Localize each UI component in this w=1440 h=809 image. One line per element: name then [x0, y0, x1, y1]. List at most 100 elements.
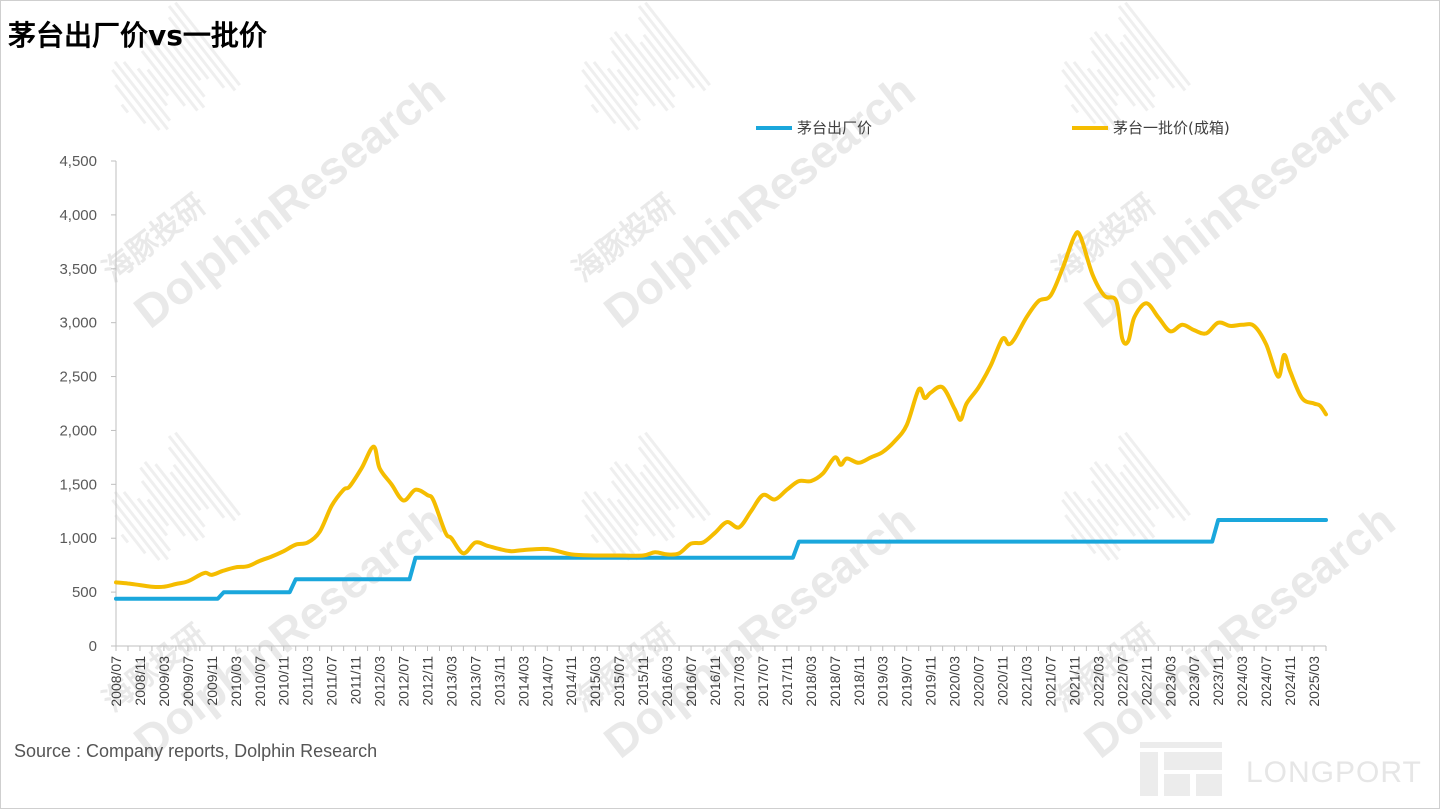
x-tick-label: 2022/11 — [1138, 656, 1154, 706]
watermark-bar — [1117, 446, 1176, 519]
watermark-bar — [637, 16, 696, 89]
watermark-bar — [583, 60, 639, 131]
watermark-bar — [1117, 435, 1187, 522]
watermark-bar — [167, 446, 226, 519]
y-tick-label: 4,500 — [59, 153, 97, 170]
watermark-bar — [1096, 498, 1120, 527]
watermark-bar — [581, 68, 631, 131]
legend-label-1: 茅台出厂价 — [797, 119, 872, 137]
watermark-bar — [644, 1, 711, 87]
watermark-bar — [122, 61, 172, 122]
watermark-bar — [140, 50, 187, 107]
watermark-bar — [1122, 33, 1160, 80]
series-layer — [114, 230, 1328, 601]
x-tick-label: 2012/11 — [419, 656, 435, 706]
y-tick-label: 1,500 — [59, 476, 97, 493]
x-tick-label: 2022/07 — [1114, 656, 1130, 707]
watermark-bar — [1061, 68, 1111, 131]
x-tick-label: 2015/07 — [611, 656, 627, 707]
watermark-bar — [610, 50, 657, 107]
watermark-bar — [581, 498, 631, 561]
x-tick-label: 2012/03 — [372, 656, 388, 707]
watermark-bar — [583, 490, 639, 561]
watermark-bar — [616, 498, 640, 527]
watermark-bar — [644, 431, 711, 517]
y-tick-label: 3,500 — [59, 261, 97, 278]
x-tick-label: 2013/07 — [467, 656, 483, 707]
x-tick-label: 2023/07 — [1186, 656, 1202, 707]
x-tick-label: 2010/03 — [228, 656, 244, 707]
watermark-bar — [637, 446, 696, 519]
watermark-bar — [606, 497, 638, 537]
watermark-bar — [637, 5, 707, 92]
watermark-bar — [143, 31, 206, 109]
x-tick-label: 2008/11 — [132, 656, 148, 706]
watermark-bar — [584, 514, 617, 555]
x-tick-label: 2024/07 — [1258, 656, 1274, 707]
x-tick-label: 2018/03 — [803, 656, 819, 707]
watermark-bar — [120, 103, 130, 114]
watermark-bar — [1086, 67, 1118, 107]
watermark-bar — [169, 471, 202, 512]
watermark-bar — [154, 33, 206, 98]
x-tick-label: 2016/11 — [707, 656, 723, 706]
watermark-bar — [114, 514, 147, 555]
x-tick-label: 2023/11 — [1210, 656, 1226, 706]
y-tick-label: 1,000 — [59, 530, 97, 547]
watermark-en-text: DolphinResearch — [124, 64, 454, 338]
watermark-bar — [1064, 514, 1097, 555]
watermark-bar — [172, 33, 210, 80]
watermark-bar — [606, 67, 638, 107]
longport-logo-icon — [1140, 742, 1222, 796]
legend-label-2: 茅台一批价(成箱) — [1113, 119, 1230, 137]
x-tick-label: 2024/03 — [1234, 656, 1250, 707]
watermark-bar — [1104, 33, 1156, 98]
watermark-bar — [1089, 466, 1149, 542]
watermark-bar — [584, 84, 617, 125]
chart-title: 茅台出厂价vs一批价 — [8, 19, 267, 52]
watermark-bar — [637, 435, 707, 522]
watermark-bar — [624, 33, 676, 98]
x-tick-label: 2017/07 — [755, 656, 771, 707]
watermark-bar — [1061, 498, 1111, 561]
watermark-bar — [143, 461, 206, 539]
watermark-bar — [642, 33, 680, 80]
watermark-bar — [139, 36, 199, 112]
watermark-bar — [1096, 68, 1120, 97]
watermark-bar — [169, 41, 202, 82]
watermark-bar — [590, 533, 600, 544]
watermark-bar — [139, 466, 199, 542]
watermark-bar — [613, 461, 676, 539]
x-tick-label: 2014/07 — [539, 656, 555, 707]
watermark-bar — [1124, 431, 1191, 517]
y-tick-label: 2,000 — [59, 422, 97, 439]
x-tick-label: 2019/03 — [875, 656, 891, 707]
x-tick-label: 2021/11 — [1066, 656, 1082, 706]
x-tick-label: 2016/07 — [683, 656, 699, 707]
watermark-bar — [1124, 1, 1191, 87]
x-tick-label: 2018/11 — [851, 656, 867, 706]
watermark-bar — [154, 463, 206, 528]
watermark-bar — [122, 491, 172, 552]
watermark-bar — [1063, 60, 1119, 131]
x-tick-label: 2009/11 — [204, 656, 220, 706]
watermark-bar — [639, 471, 672, 512]
x-tick-label: 2009/07 — [180, 656, 196, 707]
watermark-en-text: DolphinResearch — [594, 64, 924, 338]
x-tick-label: 2013/11 — [491, 656, 507, 706]
watermark-bar — [136, 67, 168, 107]
x-tick-label: 2021/07 — [1042, 656, 1058, 707]
x-tick-label: 2015/11 — [635, 656, 651, 706]
watermark-bar — [1119, 41, 1152, 82]
watermark-bar — [146, 498, 170, 527]
y-tick-label: 500 — [72, 584, 97, 601]
watermark-bar — [1090, 50, 1137, 107]
watermark-bar — [140, 480, 187, 537]
x-axis: 2008/07 2008/11 2009/03 2009/07 2009/11 2010/… — [108, 645, 1327, 707]
x-tick-label: 2024/11 — [1282, 656, 1298, 706]
watermark-bar — [1117, 5, 1187, 92]
